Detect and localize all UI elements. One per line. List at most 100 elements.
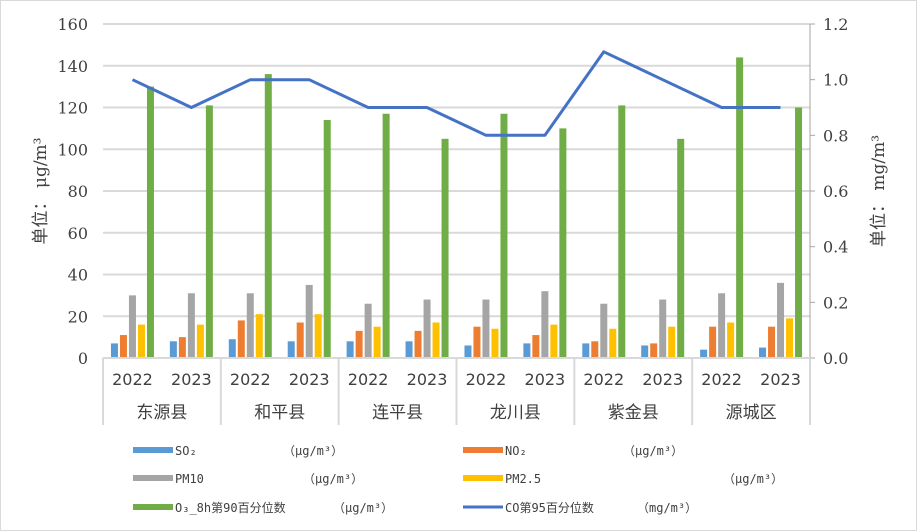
left-axis-title: 单位： μg/m³ xyxy=(31,138,51,245)
group-label: 和平县 xyxy=(254,403,305,423)
bar xyxy=(523,343,531,358)
bar xyxy=(650,343,658,358)
bar xyxy=(759,347,767,358)
left-axis-ticks: 0 20 40 60 80 100 120 140 160 xyxy=(57,15,88,368)
group-label: 紫金县 xyxy=(608,403,659,423)
y2-tick-label: 0.4 xyxy=(823,238,848,257)
legend-label: NO₂ xyxy=(505,444,527,458)
bar xyxy=(205,105,213,358)
bar xyxy=(305,284,313,358)
right-axis-title: 单位： mg/m³ xyxy=(869,135,889,247)
bar xyxy=(582,343,590,358)
legend-bar-swatch xyxy=(463,447,503,453)
year-label: 2023 xyxy=(407,370,448,389)
y-tick-label: 120 xyxy=(57,99,88,118)
legend-bar-swatch xyxy=(133,475,173,481)
legend-unit: （μg/m³） xyxy=(283,444,343,458)
group-label: 龙川县 xyxy=(490,403,541,423)
bar xyxy=(423,299,431,358)
co-line xyxy=(131,50,781,137)
legend-bar-swatch xyxy=(133,504,173,510)
bar xyxy=(414,330,422,358)
legend-bar-swatch xyxy=(463,475,503,481)
bar xyxy=(187,293,195,358)
year-label: 2022 xyxy=(112,370,153,389)
y-tick-label: 40 xyxy=(68,266,88,285)
bar xyxy=(178,337,186,358)
bar xyxy=(432,322,440,358)
bar xyxy=(169,341,177,358)
bar xyxy=(709,326,717,358)
bar xyxy=(323,120,331,359)
bar xyxy=(482,299,490,358)
bar-series xyxy=(110,57,803,359)
bar xyxy=(287,341,295,358)
gridlines xyxy=(103,23,810,318)
legend-label: CO第95百分位数 xyxy=(505,500,594,515)
y-tick-label: 60 xyxy=(68,224,88,243)
bar xyxy=(264,74,272,358)
bar xyxy=(618,105,626,358)
bar xyxy=(128,295,136,358)
bar xyxy=(550,324,558,358)
y-tick-label: 20 xyxy=(68,307,88,326)
y-tick-label: 140 xyxy=(57,57,88,76)
bar xyxy=(314,314,322,358)
bar xyxy=(246,293,254,358)
year-label: 2023 xyxy=(760,370,801,389)
bar xyxy=(700,349,708,358)
bar xyxy=(795,107,803,358)
co-line-series xyxy=(131,50,781,137)
y2-tick-label: 0.0 xyxy=(823,349,848,368)
y2-tick-label: 0.2 xyxy=(823,293,848,312)
y2-tick-label: 0.8 xyxy=(823,126,848,145)
bar xyxy=(768,326,776,358)
bar xyxy=(119,335,127,358)
group-label: 东源县 xyxy=(136,403,187,423)
bar xyxy=(146,86,154,358)
bar xyxy=(777,282,785,358)
bar xyxy=(373,326,381,358)
legend-item-co[interactable]: CO第95百分位数 （mg/m³） xyxy=(463,500,697,515)
bar xyxy=(405,341,413,358)
bar xyxy=(541,291,549,358)
bar xyxy=(296,322,304,358)
y2-tick-label: 1.0 xyxy=(823,71,848,90)
bar xyxy=(473,326,481,358)
legend-label: O₃_8h第90百分位数 xyxy=(175,500,286,515)
year-label: 2022 xyxy=(230,370,271,389)
bar xyxy=(500,113,508,358)
year-label: 2023 xyxy=(171,370,212,389)
bar xyxy=(228,339,236,358)
legend-item-pm25[interactable]: PM2.5 （μg/m³） xyxy=(463,472,783,486)
legend-unit: （μg/m³） xyxy=(723,472,783,486)
year-label: 2023 xyxy=(289,370,330,389)
year-label: 2022 xyxy=(701,370,742,389)
bar xyxy=(591,341,599,358)
group-label: 连平县 xyxy=(372,403,423,423)
y-tick-label: 160 xyxy=(57,15,88,34)
bar xyxy=(786,318,794,358)
y-tick-label: 0 xyxy=(78,349,88,368)
bar xyxy=(110,343,118,358)
y-tick-label: 100 xyxy=(57,140,88,159)
year-label: 2022 xyxy=(466,370,507,389)
group-label: 源城区 xyxy=(726,403,777,423)
bar xyxy=(600,303,608,358)
bar xyxy=(364,303,372,358)
legend-label: SO₂ xyxy=(175,444,197,458)
legend-unit: （μg/m³） xyxy=(623,444,683,458)
legend-item-so2[interactable]: SO₂ （μg/m³） xyxy=(133,444,343,458)
bar xyxy=(727,322,735,358)
bar xyxy=(609,328,617,358)
legend-item-no2[interactable]: NO₂ （μg/m³） xyxy=(463,444,683,458)
bar xyxy=(464,345,472,358)
bar xyxy=(559,128,567,358)
legend-item-o3[interactable]: O₃_8h第90百分位数 （μg/m³） xyxy=(133,500,393,515)
right-axis: 0.0 0.2 0.4 0.6 0.8 1.0 1.2 xyxy=(809,15,848,368)
bar xyxy=(255,314,263,358)
legend-item-pm10[interactable]: PM10 （μg/m³） xyxy=(133,472,363,486)
bar xyxy=(355,330,363,358)
category-axis: 2022 2023 2022 2023 2022 2023 2022 2023 2022 2023… xyxy=(102,357,811,425)
legend-unit: （μg/m³） xyxy=(303,472,363,486)
